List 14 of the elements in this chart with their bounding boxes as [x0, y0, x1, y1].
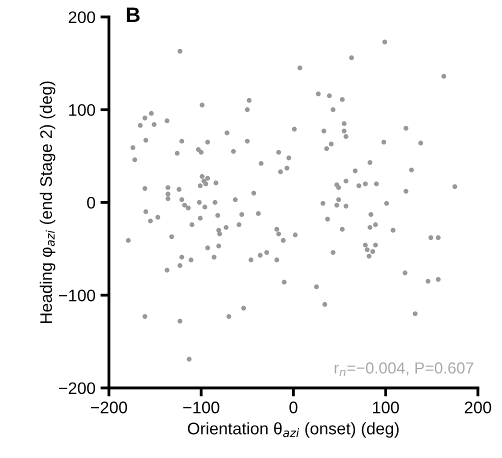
y-axis-title: Heading φ$_{azi}$ (end Stage 2) (deg): [40, 82, 56, 323]
x-tick-label: −100: [183, 402, 220, 414]
x-tick-label: 0: [289, 402, 298, 414]
x-tick-label: 200: [464, 402, 492, 414]
x-axis-title: Orientation θ$_{azi}$ (onset) (deg): [188, 422, 399, 438]
x-tick-label: 100: [373, 402, 399, 414]
annotation: r$_{n}$=−0.004, P=0.607: [334, 362, 474, 376]
x-tick-label: −200: [90, 402, 128, 414]
annotation: B: [126, 8, 140, 22]
y-tick-label: −100: [59, 290, 96, 302]
y-tick-label: −200: [59, 382, 96, 394]
y-tick-label: 0: [87, 196, 96, 209]
y-tick-label: 200: [68, 11, 96, 24]
y-tick-label: 100: [69, 104, 96, 116]
